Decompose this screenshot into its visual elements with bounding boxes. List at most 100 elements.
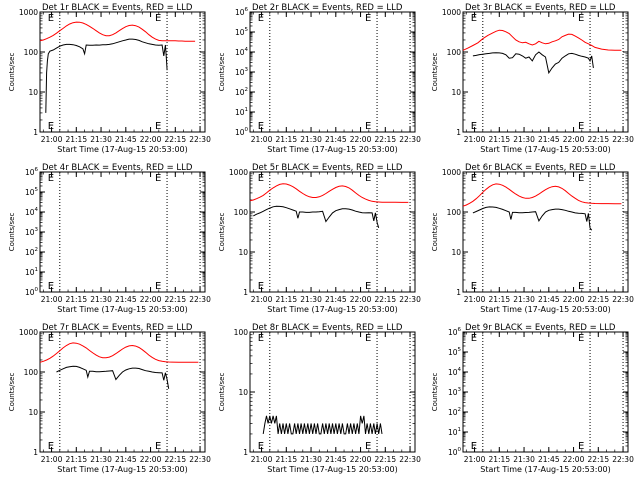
- x-tick-label: 21:30: [300, 455, 322, 464]
- x-axis-label: Start Time (17-Aug-15 20:53:00): [480, 305, 611, 314]
- series-line-events: [253, 205, 380, 229]
- x-tick-label: 22:15: [587, 135, 609, 144]
- x-tick-label: 21:30: [513, 295, 535, 304]
- x-tick-label: 21:45: [538, 295, 560, 304]
- y-tick-label: 106: [25, 167, 39, 177]
- event-marker-label-top: E: [365, 173, 371, 184]
- plot-frame: [249, 171, 416, 293]
- y-tick-label: 10: [451, 88, 461, 97]
- y-tick-label: 102: [235, 87, 248, 97]
- x-tick-label: 22:15: [587, 455, 609, 464]
- y-tick-label: 104: [448, 367, 462, 377]
- panel-title: Det 4r BLACK = Events, RED = LLD: [42, 163, 193, 173]
- event-marker-label-bottom: E: [155, 281, 161, 292]
- series-line-lld: [39, 21, 196, 42]
- x-tick-label: 22:00: [350, 135, 372, 144]
- panel-det-8: Det 8r BLACK = Events, RED = LLD 1 10 100 21…: [218, 323, 421, 474]
- x-axis-label: Start Time (17-Aug-15 20:53:00): [267, 305, 398, 314]
- event-marker-label-bottom: E: [471, 441, 477, 452]
- y-tick-label: 1000: [442, 168, 461, 177]
- event-marker-label-top: E: [155, 333, 161, 344]
- y-tick-label: 101: [448, 427, 461, 437]
- x-tick-label: 21:30: [90, 295, 112, 304]
- event-marker-label-top: E: [258, 333, 264, 344]
- y-tick-label: 1: [456, 288, 461, 297]
- x-tick-label: 21:00: [251, 455, 273, 464]
- y-tick-label: 1000: [19, 8, 38, 17]
- x-tick-label: 22:15: [164, 295, 186, 304]
- y-axis-label: Counts/sec: [218, 213, 226, 252]
- series-line-events: [45, 38, 168, 113]
- series-line-lld: [462, 183, 622, 207]
- event-marker-label-top: E: [365, 13, 371, 24]
- x-tick-label: 21:00: [251, 295, 273, 304]
- x-tick-label: 22:00: [140, 455, 162, 464]
- event-marker-label-bottom: E: [155, 441, 161, 452]
- x-tick-label: 21:15: [488, 295, 510, 304]
- x-tick-label: 21:45: [115, 295, 137, 304]
- x-tick-label: 22:15: [587, 295, 609, 304]
- x-axis-label: Start Time (17-Aug-15 20:53:00): [57, 305, 188, 314]
- x-tick-label: 21:45: [115, 455, 137, 464]
- plot-frame: [462, 11, 629, 133]
- y-axis-label: Counts/sec: [431, 213, 439, 252]
- y-axis-label: Counts/sec: [431, 53, 439, 92]
- x-tick-label: 21:00: [41, 455, 63, 464]
- x-tick-label: 21:30: [513, 455, 535, 464]
- y-tick-label: 10: [238, 248, 248, 257]
- panel-title: Det 2r BLACK = Events, RED = LLD: [252, 3, 403, 13]
- x-tick-label: 21:30: [300, 135, 322, 144]
- panel-title: Det 9r BLACK = Events, RED = LLD: [465, 323, 616, 333]
- event-marker-label-bottom: E: [258, 121, 264, 132]
- y-axis-label: Counts/sec: [431, 373, 439, 412]
- series-line-lld: [39, 342, 199, 363]
- panel-title: Det 8r BLACK = Events, RED = LLD: [252, 323, 403, 333]
- event-marker-label-bottom: E: [365, 121, 371, 132]
- y-axis-label: Counts/sec: [218, 373, 226, 412]
- y-axis-label: Counts/sec: [8, 373, 16, 412]
- x-tick-label: 21:00: [464, 295, 486, 304]
- panel-title: Det 1r BLACK = Events, RED = LLD: [42, 3, 193, 13]
- panel-title: Det 6r BLACK = Events, RED = LLD: [465, 163, 616, 173]
- x-tick-label: 21:00: [251, 135, 273, 144]
- plot-frame: [39, 331, 206, 453]
- y-tick-label: 106: [448, 327, 462, 337]
- y-tick-label: 101: [235, 107, 248, 117]
- panel-det-7: Det 7r BLACK = Events, RED = LLD 1 10 100 10…: [8, 323, 211, 474]
- panel-title: Det 7r BLACK = Events, RED = LLD: [42, 323, 193, 333]
- event-marker-label-bottom: E: [578, 281, 584, 292]
- plot-frame: [249, 331, 416, 453]
- panel-title: Det 5r BLACK = Events, RED = LLD: [252, 163, 403, 173]
- y-tick-label: 1: [456, 128, 461, 137]
- x-tick-label: 21:00: [464, 455, 486, 464]
- event-marker-label-bottom: E: [155, 121, 161, 132]
- y-tick-label: 1: [243, 288, 248, 297]
- x-tick-label: 22:00: [140, 135, 162, 144]
- x-tick-label: 22:00: [563, 295, 585, 304]
- event-marker-label-top: E: [258, 173, 264, 184]
- event-marker-label-bottom: E: [48, 281, 54, 292]
- y-tick-label: 101: [25, 267, 38, 277]
- event-marker-label-top: E: [578, 173, 584, 184]
- x-tick-label: 21:15: [65, 135, 87, 144]
- event-marker-label-top: E: [471, 333, 477, 344]
- x-tick-label: 21:15: [65, 455, 87, 464]
- y-axis-label: Counts/sec: [218, 53, 226, 92]
- event-marker-label-top: E: [258, 13, 264, 24]
- event-marker-label-bottom: E: [365, 441, 371, 452]
- x-tick-label: 22:15: [164, 455, 186, 464]
- y-tick-label: 104: [25, 207, 39, 217]
- y-tick-label: 10: [28, 88, 38, 97]
- y-tick-label: 10: [28, 408, 38, 417]
- x-tick-label: 22:30: [612, 455, 634, 464]
- panel-det-4: Det 4r BLACK = Events, RED = LLD 100 101 10…: [8, 163, 211, 314]
- panel-det-5: Det 5r BLACK = Events, RED = LLD 1 10 100 10…: [218, 163, 421, 314]
- event-marker-label-top: E: [578, 13, 584, 24]
- event-marker-label-bottom: E: [471, 121, 477, 132]
- y-axis-label: Counts/sec: [8, 53, 16, 92]
- plot-frame: [462, 331, 629, 453]
- plot-frame: [462, 171, 629, 293]
- x-tick-label: 21:45: [115, 135, 137, 144]
- x-tick-label: 22:30: [399, 135, 421, 144]
